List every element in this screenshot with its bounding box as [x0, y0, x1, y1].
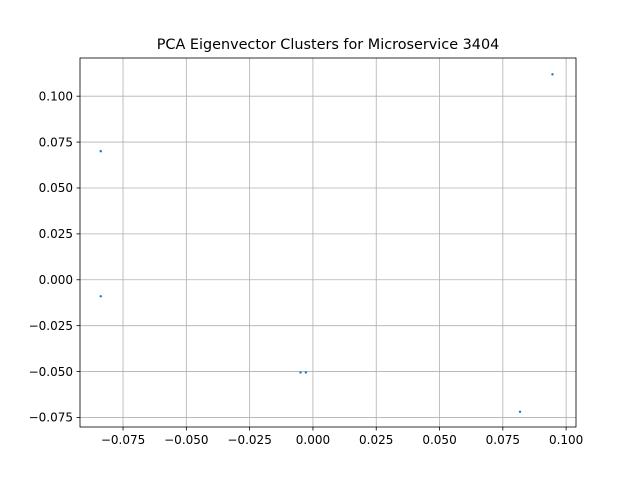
x-tick-label: 0.000 — [296, 433, 330, 447]
data-points — [99, 73, 554, 413]
y-tick-label: −0.075 — [29, 411, 73, 425]
x-tick-label: −0.075 — [101, 433, 145, 447]
y-tick-label: 0.075 — [39, 135, 73, 149]
x-axis: −0.075 −0.050 −0.025 0.000 0.025 0.050 0.075 0.… — [101, 427, 583, 447]
data-point — [518, 410, 522, 413]
chart-title: PCA Eigenvector Clusters for Microservic… — [157, 37, 500, 53]
x-tick-label: −0.025 — [227, 433, 271, 447]
x-tick-label: 0.075 — [486, 433, 520, 447]
data-point — [99, 150, 102, 153]
y-axis: −0.075 −0.050 −0.025 0.000 0.025 0.050 0.075 0.… — [29, 89, 80, 425]
data-point — [551, 73, 554, 76]
y-tick-label: −0.025 — [29, 319, 73, 333]
data-point — [99, 295, 102, 298]
y-tick-label: 0.025 — [39, 227, 73, 241]
grid-lines — [80, 58, 576, 427]
x-tick-label: 0.050 — [422, 433, 456, 447]
y-tick-label: 0.050 — [39, 181, 73, 195]
x-tick-label: 0.100 — [549, 433, 583, 447]
y-tick-label: 0.000 — [39, 273, 73, 287]
data-point — [299, 371, 302, 374]
data-point — [304, 371, 308, 374]
y-tick-label: 0.100 — [39, 89, 73, 103]
y-tick-label: −0.050 — [29, 365, 73, 379]
plot-area-frame — [79, 57, 577, 428]
x-tick-label: 0.025 — [359, 433, 393, 447]
x-tick-label: −0.050 — [164, 433, 208, 447]
